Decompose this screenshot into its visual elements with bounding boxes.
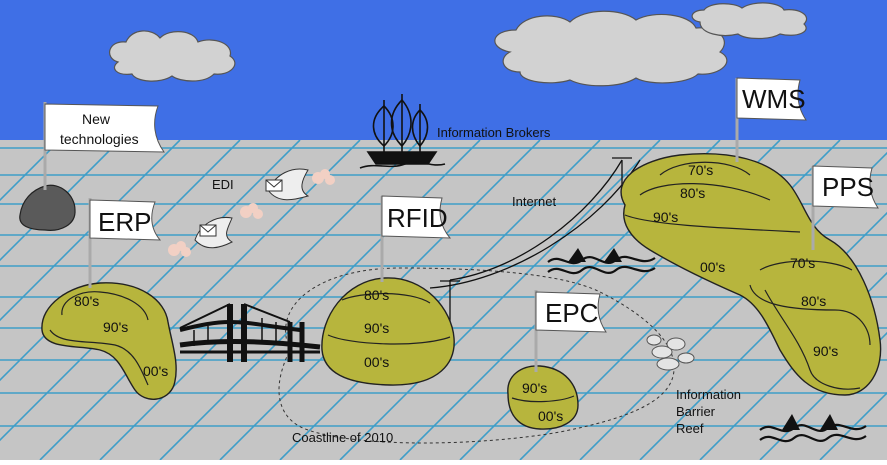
wms-flag-label: WMS [742,84,806,114]
edi-bird-1 [194,216,234,249]
pps-flag-label: PPS [822,172,874,202]
waves-middle [547,248,656,275]
reef-label-line1: Information [676,387,741,402]
pps-era-2: 80's [801,293,826,309]
rfid-era-1: 80's [364,287,389,303]
rfid-flag: RFID [380,195,452,282]
wms-era-2: 80's [680,185,705,201]
erp-era-2: 90's [103,319,128,335]
wms-era-4: 00's [700,259,725,275]
rfid-era-3: 00's [364,354,389,370]
pps-era-1: 70's [790,255,815,271]
wms-pps-island: 70's 80's 90's 00's 70's 80's 90's [620,153,882,396]
epc-flag: EPC [534,290,607,372]
pps-era-3: 90's [813,343,838,359]
rfid-flag-label: RFID [387,203,448,233]
edi-puffs [168,169,335,257]
erp-era-1: 80's [74,293,99,309]
waves-bottom-right [759,414,867,443]
cloud-left [109,30,236,82]
wms-era-3: 90's [653,209,678,225]
epc-flag-label: EPC [545,298,598,328]
information-brokers-label: Information Brokers [437,125,551,140]
coastline-2010 [278,267,675,444]
rfid-era-2: 90's [364,320,389,336]
wms-era-1: 70's [688,162,713,178]
new-technologies-flag: New technologies [43,102,165,190]
rfid-island: 80's 90's 00's [321,277,455,386]
wms-flag: WMS [735,77,807,162]
new-technologies-line1: New [82,111,111,127]
reef-label-line3: Reef [676,421,704,436]
pps-flag: PPS [811,165,879,250]
erp-flag-label: ERP [98,207,151,237]
epc-island: 90's 00's [507,365,579,430]
erp-flag: ERP [88,198,162,288]
cloud-right [691,2,808,40]
bridge [179,303,321,362]
sailing-ship [359,94,446,169]
edi-label: EDI [212,177,234,192]
internet-label: Internet [512,194,556,209]
epc-era-1: 90's [522,380,547,396]
coastline-label: Coastline of 2010 [292,430,393,445]
cloud-center [494,10,728,87]
erp-era-3: 00's [143,363,168,379]
edi-bird-2 [265,168,310,201]
reef-label-line2: Barrier [676,404,716,419]
barrier-reef-rocks [646,334,695,371]
erp-island: 80's 90's 00's [41,282,177,400]
epc-era-2: 00's [538,408,563,424]
new-technologies-line2: technologies [60,131,139,147]
new-technologies-rock [19,184,76,231]
